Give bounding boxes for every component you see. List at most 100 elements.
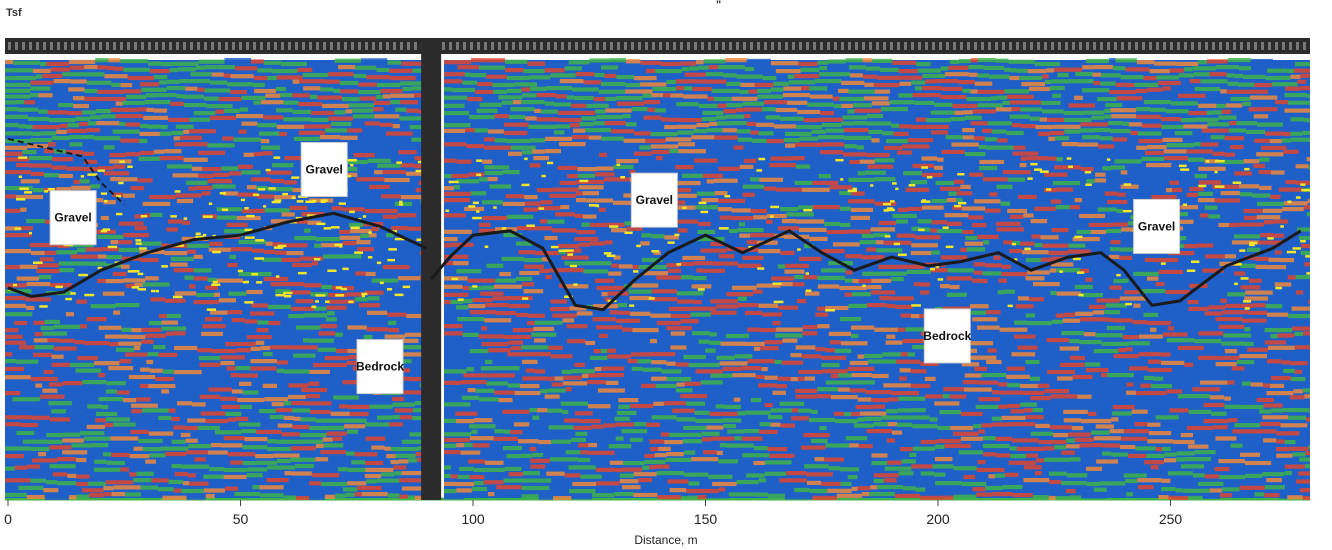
- radargram-right-section: [444, 58, 1310, 500]
- reflection-band: [675, 354, 684, 359]
- reflection-band: [1144, 257, 1155, 262]
- reflection-band: [508, 303, 530, 309]
- reflection-band: [701, 431, 720, 436]
- reflection-band: [181, 464, 210, 469]
- reflection-band: [103, 486, 114, 491]
- reflection-band: [1001, 335, 1014, 340]
- reflection-band: [963, 110, 973, 115]
- reflection-band: [808, 417, 836, 423]
- reflection-band: [36, 149, 44, 154]
- yellow-reflection: [155, 289, 159, 293]
- reflection-band: [1064, 192, 1078, 197]
- reflection-band: [1180, 433, 1193, 438]
- reflection-band: [995, 221, 1021, 226]
- reflection-band: [134, 226, 147, 231]
- reflection-band: [1269, 156, 1284, 161]
- reflection-band: [971, 223, 987, 228]
- reflection-band: [544, 313, 553, 319]
- border-tick: [925, 42, 928, 50]
- reflection-band: [915, 62, 931, 67]
- reflection-band: [149, 453, 166, 458]
- reflection-band: [479, 247, 503, 252]
- reflection-band: [100, 184, 124, 189]
- reflection-band: [367, 296, 380, 301]
- reflection-band: [194, 380, 205, 385]
- reflection-band: [827, 437, 846, 442]
- reflection-band: [168, 479, 183, 484]
- reflection-band: [603, 423, 616, 428]
- reflection-band: [167, 109, 194, 114]
- reflection-band: [852, 166, 868, 171]
- reflection-band: [473, 467, 491, 472]
- reflection-band: [669, 149, 679, 154]
- reflection-band: [502, 100, 513, 105]
- reflection-band: [70, 79, 87, 84]
- reflection-band: [1241, 467, 1259, 473]
- reflection-band: [401, 61, 423, 66]
- reflection-band: [770, 408, 792, 413]
- reflection-band: [766, 139, 784, 144]
- reflection-band: [400, 250, 420, 255]
- reflection-band: [568, 410, 575, 415]
- reflection-band: [960, 184, 971, 189]
- reflection-band: [799, 256, 822, 261]
- reflection-band: [1274, 282, 1292, 287]
- reflection-band: [351, 121, 365, 126]
- reflection-band: [115, 114, 144, 119]
- reflection-band: [1218, 324, 1245, 329]
- reflection-band: [973, 229, 997, 234]
- reflection-band: [364, 290, 384, 295]
- reflection-band: [308, 381, 320, 386]
- reflection-band: [57, 457, 76, 462]
- reflection-band: [819, 292, 845, 297]
- reflection-band: [18, 485, 44, 490]
- reflection-band: [408, 269, 425, 274]
- reflection-band: [1180, 118, 1195, 123]
- reflection-band: [1016, 68, 1028, 73]
- reflection-band: [135, 422, 154, 427]
- reflection-band: [744, 429, 759, 434]
- border-tick: [911, 42, 914, 50]
- reflection-band: [911, 226, 920, 231]
- reflection-band: [303, 86, 321, 91]
- reflection-band: [1178, 73, 1194, 78]
- reflection-band: [182, 387, 209, 392]
- reflection-band: [1281, 360, 1291, 365]
- reflection-band: [96, 121, 105, 126]
- reflection-band: [782, 415, 792, 420]
- reflection-band: [79, 431, 105, 436]
- reflection-band: [1026, 453, 1039, 458]
- reflection-band: [886, 409, 898, 414]
- yellow-reflection: [170, 215, 177, 218]
- reflection-band: [577, 457, 591, 463]
- reflection-band: [598, 235, 618, 240]
- reflection-band: [1061, 331, 1084, 336]
- reflection-band: [5, 460, 32, 465]
- reflection-band: [1290, 320, 1310, 325]
- reflection-band: [1033, 282, 1060, 287]
- reflection-band: [564, 261, 584, 266]
- reflection-band: [1166, 345, 1178, 350]
- reflection-band: [1162, 137, 1183, 142]
- reflection-band: [1234, 234, 1261, 239]
- reflection-band: [315, 268, 324, 273]
- reflection-band: [455, 411, 478, 416]
- reflection-band: [1171, 376, 1186, 382]
- reflection-band: [345, 492, 355, 497]
- reflection-band: [601, 348, 608, 354]
- reflection-band: [883, 114, 908, 119]
- reflection-band: [395, 270, 409, 275]
- reflection-band: [1103, 292, 1125, 297]
- reflection-band: [498, 398, 513, 403]
- reflection-band: [397, 213, 417, 218]
- reflection-band: [180, 432, 191, 438]
- reflection-band: [762, 438, 784, 443]
- reflection-band: [224, 229, 250, 234]
- reflection-band: [779, 401, 805, 406]
- yellow-reflection: [127, 270, 135, 273]
- border-tick: [631, 42, 634, 50]
- reflection-band: [271, 233, 295, 238]
- reflection-band: [1080, 128, 1095, 133]
- reflection-band: [764, 277, 771, 282]
- reflection-band: [404, 332, 423, 337]
